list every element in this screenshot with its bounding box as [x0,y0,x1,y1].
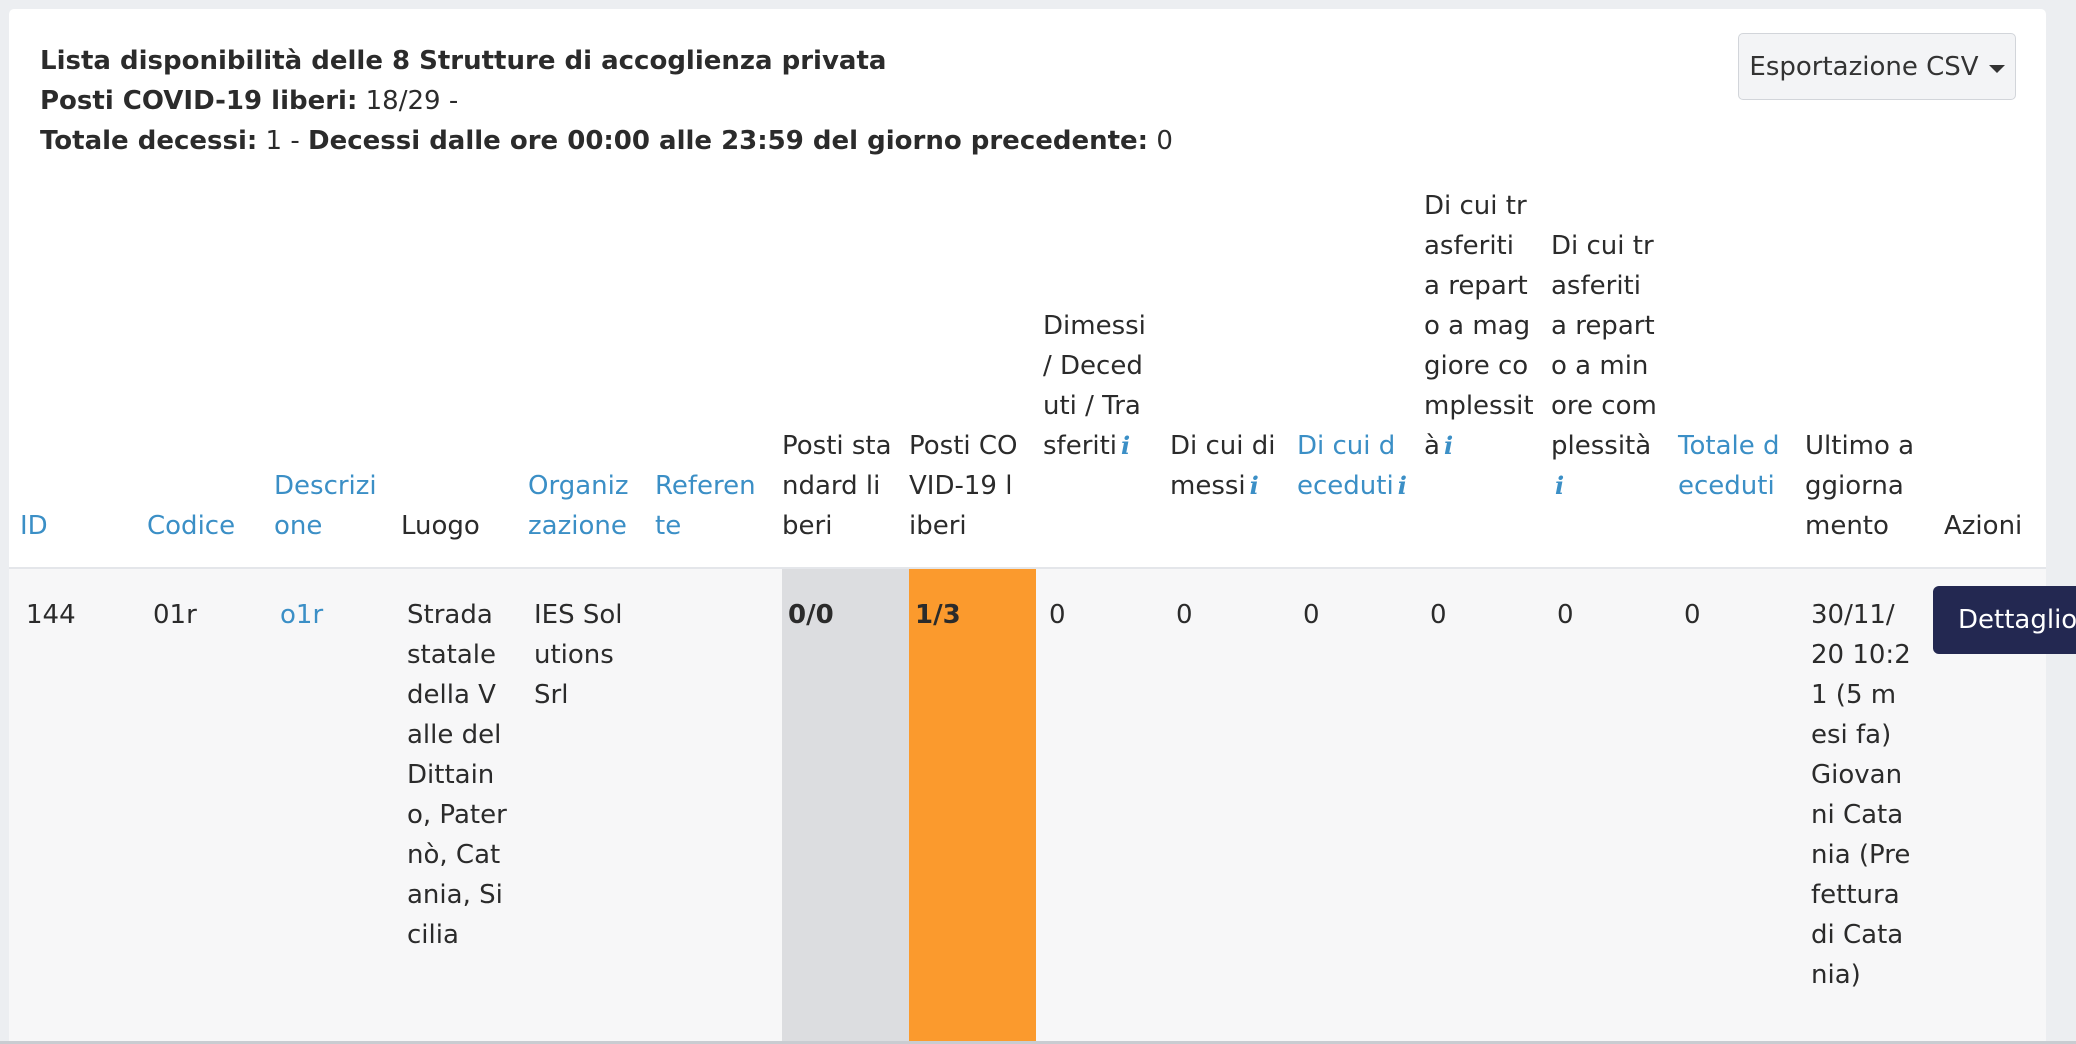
info-icon[interactable]: i [1397,471,1407,500]
cell-trasferiti-maggiore: 0 [1430,600,1447,630]
covid-free-summary: Posti COVID-19 liberi: 18/29 - [40,81,1173,121]
info-icon[interactable]: i [1443,431,1454,460]
column-header-descrizione-label: Descrizione [274,471,377,541]
column-header-organizzazione-label: Organizzazione [528,471,629,541]
cell-luogo: Strada statale della Valle del Dittaino,… [407,600,507,950]
export-csv-label: Esportazione CSV [1749,51,1979,82]
covid-free-label: Posti COVID-19 liberi: [40,86,358,116]
cell-di-cui-deceduti: 0 [1303,600,1320,630]
cell-codice: 01r [153,600,197,630]
column-header-di-cui-deceduti[interactable]: Di cui deceduti i [1297,426,1407,506]
page-title: Lista disponibilità delle 8 Strutture di… [40,46,887,76]
column-header-luogo: Luogo [401,511,480,541]
column-header-posti-covid: Posti COVID-19 liberi [909,426,1019,546]
column-header-ultimo-aggiornamento: Ultimo aggiornamento [1805,426,1915,546]
deaths-day-value: 0 [1156,126,1173,156]
column-header-posti-standard: Posti standard liberi [782,426,892,546]
column-header-trasferiti-minore-label: Di cui trasferiti a reparto a minore com… [1551,231,1657,461]
column-header-trasferiti-maggiore: Di cui trasferiti a reparto a maggiore c… [1424,186,1534,466]
column-header-referente-label: Referente [655,471,756,541]
column-header-trasferiti-maggiore-label: Di cui trasferiti a reparto a maggiore c… [1424,191,1534,461]
column-header-trasferiti-minore: Di cui trasferiti a reparto a minore com… [1551,226,1661,506]
column-header-codice[interactable]: Codice [147,511,236,541]
cell-id: 144 [26,600,76,630]
standard-beds-cell-bg [782,569,909,1044]
column-header-posti-standard-label: Posti standard liberi [782,431,892,541]
deaths-total-label: Totale decessi: [40,126,258,156]
column-header-referente[interactable]: Referente [655,466,765,546]
column-header-descrizione[interactable]: Descrizione [274,466,389,546]
export-csv-button[interactable]: Esportazione CSV [1738,33,2016,100]
cell-organizzazione: IES Solutions Srl [534,600,623,710]
bottom-divider [0,1041,2076,1044]
structures-panel: Lista disponibilità delle 8 Strutture di… [9,9,2046,1044]
column-header-di-cui-deceduti-label: Di cui deceduti [1297,431,1396,501]
caret-down-icon [1988,64,2005,73]
deaths-summary: Totale decessi: 1 - Decessi dalle ore 00… [40,121,1173,161]
cell-di-cui-dimessi: 0 [1176,600,1193,630]
info-icon[interactable]: i [1121,431,1131,460]
column-header-di-cui-dimessi: Di cui dimessi i [1170,426,1280,506]
covid-free-value: 18/29 - [365,86,459,116]
column-header-totale-deceduti[interactable]: Totale deceduti [1678,426,1788,506]
column-header-dimessi-deceduti-trasferiti: Dimessi / Deceduti / Trasferiti i [1043,306,1153,466]
header-divider [9,567,2046,569]
deaths-total-value: 1 - [265,126,300,156]
column-header-dimessi-deceduti-trasferiti-label: Dimessi / Deceduti / Trasferiti [1043,311,1146,461]
column-header-organizzazione[interactable]: Organizzazione [528,466,638,546]
deaths-day-label: Decessi dalle ore 00:00 alle 23:59 del g… [308,126,1149,156]
info-icon[interactable]: i [1249,471,1259,500]
column-header-ultimo-aggiornamento-label: Ultimo aggiornamento [1805,431,1915,541]
summary-block: Lista disponibilità delle 8 Strutture di… [40,41,1173,161]
column-header-azioni: Azioni [1944,511,2023,541]
cell-posti-standard: 0/0 [788,600,834,630]
cell-ultimo-aggiornamento: 30/11/20 10:21 (5 mesi fa) Giovanni Cata… [1811,600,1911,990]
cell-dimessi-deceduti-trasferiti: 0 [1049,600,1066,630]
cell-posti-covid: 1/3 [915,600,961,630]
column-header-di-cui-dimessi-label: Di cui dimessi [1170,431,1276,501]
covid-beds-cell-bg [909,569,1036,1044]
cell-totale-deceduti: 0 [1684,600,1701,630]
cell-trasferiti-minore: 0 [1557,600,1574,630]
column-header-id[interactable]: ID [20,511,48,541]
detail-button[interactable]: Dettaglio [1933,586,2076,654]
cell-descrizione-link[interactable]: o1r [280,600,324,630]
column-header-posti-covid-label: Posti COVID-19 liberi [909,431,1018,541]
info-icon[interactable]: i [1555,471,1565,500]
column-header-totale-deceduti-label: Totale deceduti [1678,431,1780,501]
